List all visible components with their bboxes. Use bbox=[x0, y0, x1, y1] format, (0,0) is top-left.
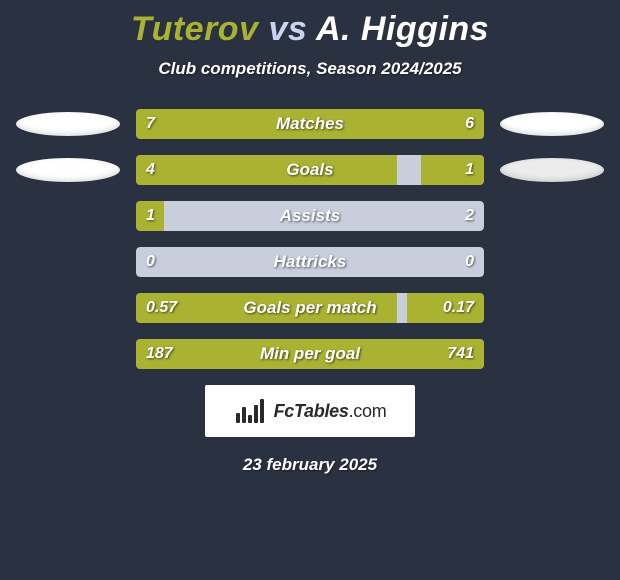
side-right bbox=[484, 155, 620, 185]
title-player-right: A. Higgins bbox=[316, 10, 489, 48]
ellipse-icon bbox=[500, 158, 604, 182]
title-player-left: Tuterov bbox=[131, 10, 259, 48]
date-label: 23 february 2025 bbox=[0, 455, 620, 475]
stat-row: 187741Min per goal bbox=[0, 339, 620, 369]
side-right bbox=[484, 339, 620, 369]
side-right bbox=[484, 109, 620, 139]
stat-bar: 187741Min per goal bbox=[136, 339, 484, 369]
side-left bbox=[0, 109, 136, 139]
stat-label: Matches bbox=[136, 109, 484, 139]
title: Tuterov vs A. Higgins bbox=[0, 0, 620, 49]
comparison-card: Tuterov vs A. Higgins Club competitions,… bbox=[0, 0, 620, 580]
side-right bbox=[484, 247, 620, 277]
fctables-logo: FcTables.com bbox=[205, 385, 415, 437]
stat-bar: 76Matches bbox=[136, 109, 484, 139]
stat-bar: 00Hattricks bbox=[136, 247, 484, 277]
side-left bbox=[0, 155, 136, 185]
subtitle: Club competitions, Season 2024/2025 bbox=[0, 59, 620, 79]
logo-text-main: FcTables bbox=[274, 401, 349, 421]
side-left bbox=[0, 339, 136, 369]
stat-label: Goals bbox=[136, 155, 484, 185]
barchart-icon bbox=[234, 397, 268, 425]
side-left bbox=[0, 293, 136, 323]
side-left bbox=[0, 201, 136, 231]
stat-row: 76Matches bbox=[0, 109, 620, 139]
stat-label: Assists bbox=[136, 201, 484, 231]
title-vs: vs bbox=[268, 10, 307, 48]
stat-bar: 41Goals bbox=[136, 155, 484, 185]
stat-row: 00Hattricks bbox=[0, 247, 620, 277]
stat-label: Hattricks bbox=[136, 247, 484, 277]
ellipse-icon bbox=[16, 112, 120, 136]
stat-row: 12Assists bbox=[0, 201, 620, 231]
logo-text-suffix: .com bbox=[349, 401, 387, 421]
stat-bar: 12Assists bbox=[136, 201, 484, 231]
ellipse-icon bbox=[16, 158, 120, 182]
stat-row: 0.570.17Goals per match bbox=[0, 293, 620, 323]
stat-bar: 0.570.17Goals per match bbox=[136, 293, 484, 323]
logo-text: FcTables.com bbox=[274, 401, 387, 422]
side-left bbox=[0, 247, 136, 277]
stat-rows: 76Matches 41Goals 12Assists 00Hattricks 0.57… bbox=[0, 109, 620, 369]
stat-row: 41Goals bbox=[0, 155, 620, 185]
stat-label: Goals per match bbox=[136, 293, 484, 323]
stat-label: Min per goal bbox=[136, 339, 484, 369]
side-right bbox=[484, 201, 620, 231]
side-right bbox=[484, 293, 620, 323]
ellipse-icon bbox=[500, 112, 604, 136]
